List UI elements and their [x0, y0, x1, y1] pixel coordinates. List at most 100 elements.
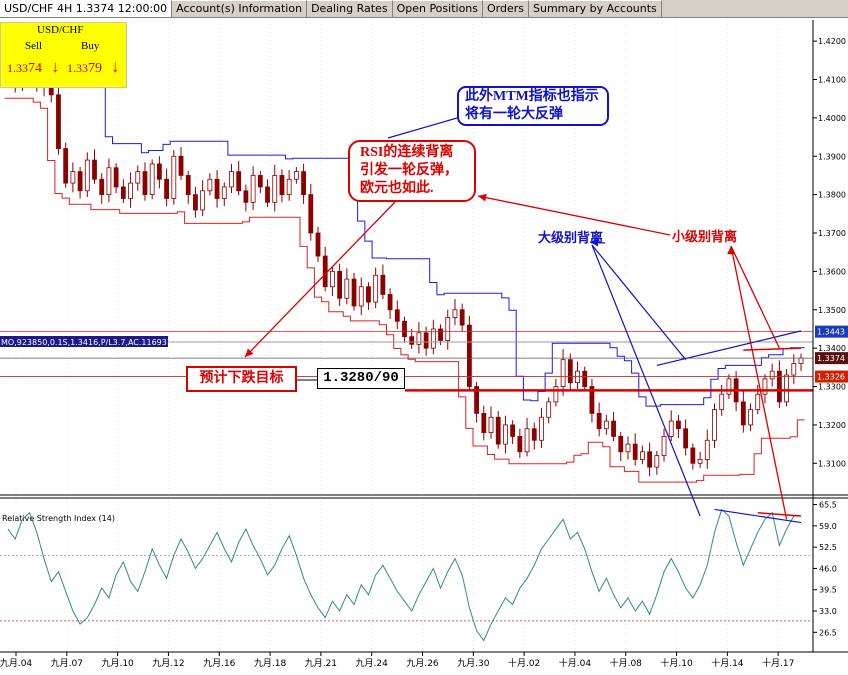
candle-body: [84, 159, 90, 192]
candle-body: [726, 378, 732, 395]
price-tag-upper-text: 1.3443: [817, 328, 845, 337]
candle-body: [70, 171, 76, 184]
small-divergence-rsi-line: [757, 511, 802, 517]
tab-account-information[interactable]: Account(s) Information: [172, 0, 308, 17]
target-arrow: [244, 201, 396, 358]
sell-label: Sell: [25, 40, 43, 52]
rsi-line: [7, 508, 801, 642]
buy-price-big: 79: [88, 61, 102, 76]
trend-drawings: [244, 117, 802, 524]
rsi-tick-label: 65.5: [819, 501, 837, 510]
candle-body: [697, 459, 703, 464]
price-tick-label: 1.4100: [818, 75, 846, 84]
candle-body: [243, 190, 249, 203]
price-tick-label: 1.3300: [818, 383, 846, 392]
candle-body: [92, 159, 97, 180]
candle-body: [503, 424, 508, 445]
candle-body: [784, 374, 789, 403]
mtm-callout: 此外MTM指标也指示将有一轮大反弹: [457, 86, 609, 126]
candle-body: [517, 436, 523, 453]
candle-body: [193, 194, 198, 211]
candle-body: [798, 357, 804, 364]
price-tag-lower: [815, 370, 848, 383]
candle-body: [452, 309, 458, 318]
quote-panel[interactable]: USD/CHF Sell Buy 1.3374 ↓ 1.3379 ↓: [0, 22, 127, 88]
target-callout: 预计下跌目标: [186, 366, 297, 392]
x-tick-label: 九月.26: [406, 658, 439, 669]
candle-body: [344, 278, 350, 299]
candle-body: [286, 178, 292, 196]
order-tag: [0, 336, 168, 348]
small-divergence-up-head: [727, 246, 735, 255]
chart-title-tab[interactable]: USD/CHF 4H 1.3374 12:00:00: [0, 0, 173, 17]
tab-open-positions[interactable]: Open Positions: [392, 0, 483, 17]
price-tick-label: 1.3100: [818, 459, 846, 468]
small-divergence-link-price: [730, 245, 780, 349]
sell-price-prefix: 1.33: [7, 61, 28, 75]
candle-body: [654, 455, 660, 468]
candle-body: [164, 178, 170, 199]
candle-body: [423, 332, 429, 349]
candle-body: [351, 278, 357, 307]
candle-body: [301, 171, 306, 196]
candle-body: [495, 416, 501, 445]
candle-body: [214, 178, 220, 199]
candle-body: [661, 436, 667, 457]
candle-body: [402, 320, 407, 338]
price-tick-label: 1.3800: [818, 191, 846, 200]
tab-dealing-rates[interactable]: Dealing Rates: [307, 0, 393, 17]
candle-body: [524, 428, 530, 453]
big-divergence-link-price: [591, 244, 687, 361]
tab-orders[interactable]: Orders: [483, 0, 529, 17]
candle-body: [438, 328, 443, 341]
sell-down-arrow-icon: ↓: [51, 57, 60, 76]
candle-body: [719, 393, 725, 410]
big-divergence-price-line: [656, 330, 802, 367]
quote-symbol: USD/CHF: [37, 24, 84, 36]
x-tick-label: 九月.12: [152, 658, 184, 669]
candle-body: [632, 443, 638, 460]
price-chart[interactable]: MO,923850,0.1S,1.3416,P/L3.7,AC.1169311.…: [0, 18, 848, 675]
candle-body: [748, 409, 753, 426]
candle-body: [466, 324, 472, 387]
buy-price[interactable]: 1.3379: [67, 61, 102, 77]
tab-summary-by-accounts[interactable]: Summary by Accounts: [529, 0, 662, 17]
small-divergence-arrow: [477, 195, 671, 236]
candle-body: [567, 359, 573, 384]
envelope-upper-line: [4, 46, 805, 407]
x-tick-label: 九月.30: [457, 658, 490, 669]
candle-body: [272, 175, 278, 203]
axes: 1.4200 1.4100 1.4000 1.3900 1.3800 1.3700 1.36…: [0, 20, 848, 669]
candle-body: [279, 175, 285, 196]
envelope-lower-line: [4, 97, 805, 483]
candle-body: [712, 409, 717, 441]
price-tick-label: 1.3500: [818, 306, 846, 315]
candle-body: [200, 190, 206, 211]
sell-price[interactable]: 1.3374: [7, 61, 42, 77]
candle-body: [596, 413, 602, 430]
price-envelope: [4, 46, 805, 483]
big-divergence-rsi-line: [714, 508, 802, 524]
candle-body: [762, 378, 768, 395]
candle-body: [640, 451, 645, 460]
big-divergence-arrow-head: [590, 238, 599, 247]
candle-body: [488, 416, 494, 433]
candle-body: [207, 178, 213, 192]
candle-body: [474, 386, 479, 414]
candle-body: [676, 420, 681, 430]
candle-body: [265, 186, 270, 203]
mtm-callout-pointer: [387, 117, 458, 139]
candle-body: [755, 393, 761, 410]
grid-lines: [15, 20, 817, 652]
rsi-tick-label: 59.0: [819, 522, 837, 531]
candle-body: [63, 148, 69, 184]
candle-body: [330, 270, 335, 288]
candle-body: [373, 274, 379, 303]
candle-body: [582, 370, 588, 387]
candle-body: [77, 171, 83, 192]
candle-body: [589, 386, 595, 414]
candle-body: [178, 155, 184, 176]
candle-body: [611, 420, 616, 437]
rsi-tick-label: 39.5: [819, 586, 837, 595]
buy-label: Buy: [81, 40, 100, 52]
